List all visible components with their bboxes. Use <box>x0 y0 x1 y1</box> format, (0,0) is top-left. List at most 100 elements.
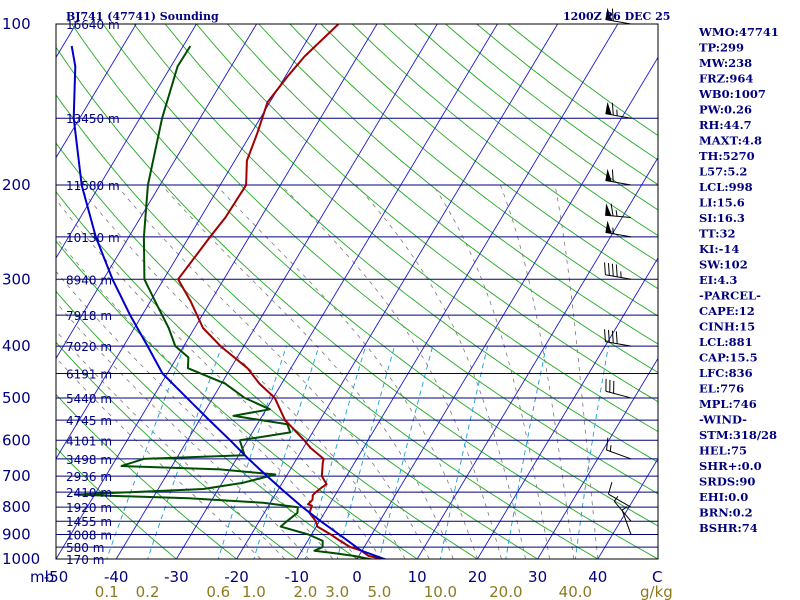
mixing-ratio-line <box>439 345 489 559</box>
dry-adiabat <box>71 24 658 527</box>
pressure-tick-label: 100 <box>2 15 31 33</box>
index-row: -WIND- <box>699 413 747 427</box>
height-label: 7918 m <box>66 309 112 323</box>
dry-adiabat <box>164 24 658 433</box>
index-row: PW:0.26 <box>699 103 752 117</box>
height-label: 13450 m <box>66 112 120 126</box>
pressure-tick-label: 800 <box>2 498 31 516</box>
index-row: TH:5270 <box>699 149 755 163</box>
pressure-tick-label: 500 <box>2 389 31 407</box>
isotherm <box>56 24 137 159</box>
dry-adiabat <box>289 24 658 317</box>
temperature-tick-label: 20 <box>468 568 487 586</box>
mixing-ratio-tick-label: 3.0 <box>325 583 349 600</box>
isotherm <box>476 257 658 559</box>
temperature-tick-label: -10 <box>285 568 310 586</box>
isotherm <box>56 24 197 259</box>
wind-barb <box>605 168 632 186</box>
moist-adiabat <box>161 184 454 559</box>
index-row: WB0:1007 <box>698 87 766 101</box>
temperature-tick-label: 10 <box>408 568 427 586</box>
wind-barb <box>606 437 632 460</box>
moist-adiabat <box>56 301 310 559</box>
dry-adiabat <box>351 24 658 263</box>
mixing-ratio-line <box>505 346 547 559</box>
mixing-ratio-line <box>217 345 287 559</box>
index-row: RH:44.7 <box>699 118 752 132</box>
plot-frame <box>55 23 659 560</box>
index-row: EL:776 <box>699 382 744 396</box>
mixing-ratio-tick-label: 10.0 <box>424 583 457 600</box>
height-label: 5440 m <box>66 392 112 406</box>
dry-adiabat <box>56 240 419 559</box>
wind-barb <box>605 7 632 25</box>
height-label: 2410 m <box>66 486 112 500</box>
mixing-ratio-line <box>106 345 185 559</box>
wind-barb <box>605 220 632 238</box>
pressure-tick-label: 600 <box>2 431 31 449</box>
mixing-ratio-tick-label: 0.1 <box>95 583 119 600</box>
dry-adiabat <box>102 24 658 495</box>
isotherm <box>236 24 558 559</box>
wind-barb <box>605 101 632 119</box>
height-label: 8940 m <box>66 273 112 287</box>
wind-barb <box>621 506 632 535</box>
dry-adiabat <box>56 447 178 559</box>
height-label: 580 m <box>66 541 104 555</box>
mixing-ratio-tick-label: 0.2 <box>136 583 160 600</box>
series-temperature-line <box>177 24 386 559</box>
dry-adiabat <box>56 393 238 559</box>
pressure-unit-label: mb <box>30 568 54 586</box>
height-label: 1920 m <box>66 501 112 515</box>
index-row: STM:318/28 <box>699 428 777 442</box>
moist-adiabat <box>281 184 502 559</box>
wind-barb <box>604 329 632 347</box>
dry-adiabat <box>56 94 599 559</box>
series-parcel-line <box>70 45 386 559</box>
index-row: HEL:75 <box>699 444 747 458</box>
index-row: EHI:0.0 <box>699 490 748 504</box>
series-dewpoint-line <box>73 45 372 559</box>
index-row: BSHR:74 <box>699 521 758 535</box>
temperature-tick-label: 40 <box>588 568 607 586</box>
index-row: LCL:998 <box>699 180 753 194</box>
index-row: CAP:15.5 <box>699 351 758 365</box>
height-label: 4101 m <box>66 434 112 448</box>
index-row: SW:102 <box>699 258 748 272</box>
dry-adiabat <box>258 24 658 345</box>
temperature-tick-label: -50 <box>44 568 69 586</box>
dry-adiabat <box>320 24 658 290</box>
index-row: TP:299 <box>699 41 744 55</box>
moist-adiabat <box>56 237 358 559</box>
pressure-tick-label: 700 <box>2 467 31 485</box>
dry-adiabat <box>56 46 658 559</box>
mixing-ratio-tick-label: 5.0 <box>367 583 391 600</box>
index-row: EI:4.3 <box>699 273 737 287</box>
mixing-ratio-tick-label: 40.0 <box>559 583 592 600</box>
isotherm <box>175 24 498 559</box>
index-row: SHR+:0.0 <box>699 459 762 473</box>
dry-adiabat <box>196 24 658 403</box>
index-row: MAXT:4.8 <box>699 134 762 148</box>
isotherm <box>416 156 658 559</box>
moist-adiabat <box>115 184 430 559</box>
height-label: 1008 m <box>66 529 112 543</box>
index-row: FRZ:964 <box>699 72 753 86</box>
index-row: CAPE:12 <box>699 304 755 318</box>
wind-barb <box>608 482 632 508</box>
temperature-tick-label: -30 <box>164 568 189 586</box>
index-row: WMO:47741 <box>698 25 779 39</box>
wind-barbs <box>604 7 632 535</box>
isotherm <box>56 24 378 559</box>
index-row: LFC:836 <box>699 366 753 380</box>
mixing-ratio-line <box>378 345 434 559</box>
pressure-tick-label: 900 <box>2 526 31 544</box>
height-label: 1455 m <box>66 515 112 529</box>
height-label: 10130 m <box>66 231 120 245</box>
mixing-ratio-unit-label: g/kg <box>640 583 673 600</box>
isotherm <box>597 457 658 559</box>
index-row: TT:32 <box>699 227 736 241</box>
index-row: BRN:0.2 <box>699 506 753 520</box>
